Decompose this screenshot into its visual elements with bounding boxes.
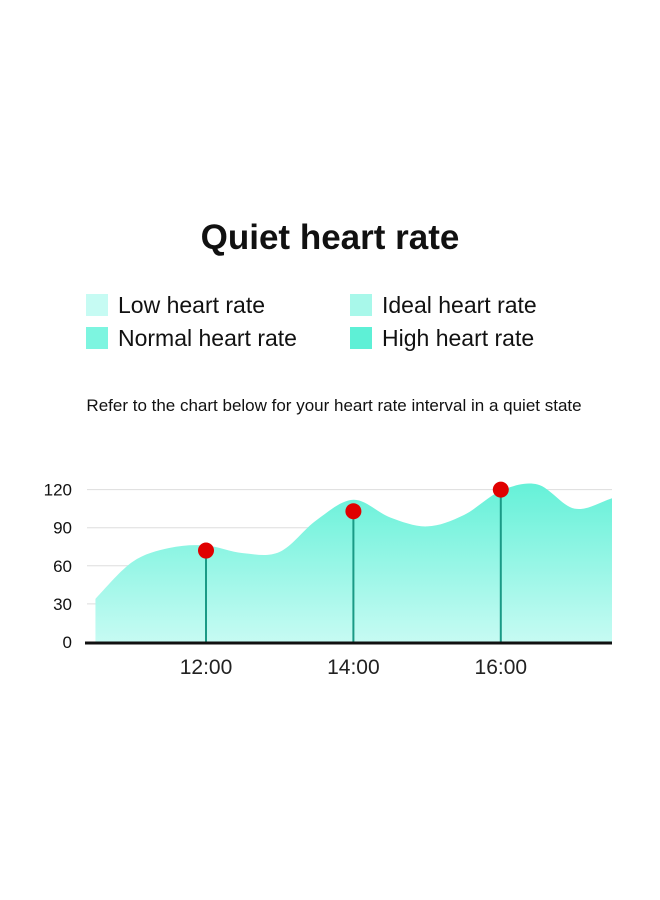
x-tick-label: 14:00 bbox=[327, 656, 380, 679]
x-axis-ticks: 12:00 14:00 16:00 bbox=[180, 656, 527, 679]
legend-swatch-normal bbox=[86, 327, 108, 349]
legend: Low heart rate Ideal heart rate Normal h… bbox=[86, 290, 586, 354]
legend-swatch-ideal bbox=[350, 294, 372, 316]
chart-subtitle: Refer to the chart below for your heart … bbox=[86, 396, 582, 415]
legend-item-ideal: Ideal heart rate bbox=[350, 290, 537, 320]
y-tick-label: 90 bbox=[53, 519, 72, 538]
y-tick-label: 120 bbox=[44, 481, 72, 500]
data-point-marker bbox=[492, 481, 509, 498]
chart-title: Quiet heart rate bbox=[200, 218, 460, 257]
x-tick-label: 16:00 bbox=[475, 656, 528, 679]
legend-item-normal: Normal heart rate bbox=[86, 323, 297, 353]
y-tick-label: 30 bbox=[53, 595, 72, 614]
marker-stems bbox=[205, 489, 502, 642]
legend-swatch-high bbox=[350, 327, 372, 349]
legend-label-normal: Normal heart rate bbox=[118, 324, 297, 351]
legend-label-low: Low heart rate bbox=[118, 291, 266, 318]
y-axis-ticks: 0 30 60 90 120 bbox=[44, 481, 72, 652]
legend-label-high: High heart rate bbox=[382, 324, 535, 351]
legend-item-high: High heart rate bbox=[350, 323, 534, 353]
y-tick-label: 60 bbox=[53, 557, 72, 576]
legend-swatch-low bbox=[86, 294, 108, 316]
heart-rate-area bbox=[95, 483, 612, 642]
data-markers bbox=[198, 481, 509, 559]
x-tick-label: 12:00 bbox=[180, 656, 233, 679]
y-tick-label: 0 bbox=[63, 633, 72, 652]
legend-label-ideal: Ideal heart rate bbox=[382, 291, 537, 318]
data-point-marker bbox=[345, 503, 362, 520]
heart-rate-chart: 0 30 60 90 120 12:00 14:00 16:00 bbox=[44, 481, 612, 679]
legend-item-low: Low heart rate bbox=[86, 290, 265, 320]
data-point-marker bbox=[198, 542, 214, 559]
